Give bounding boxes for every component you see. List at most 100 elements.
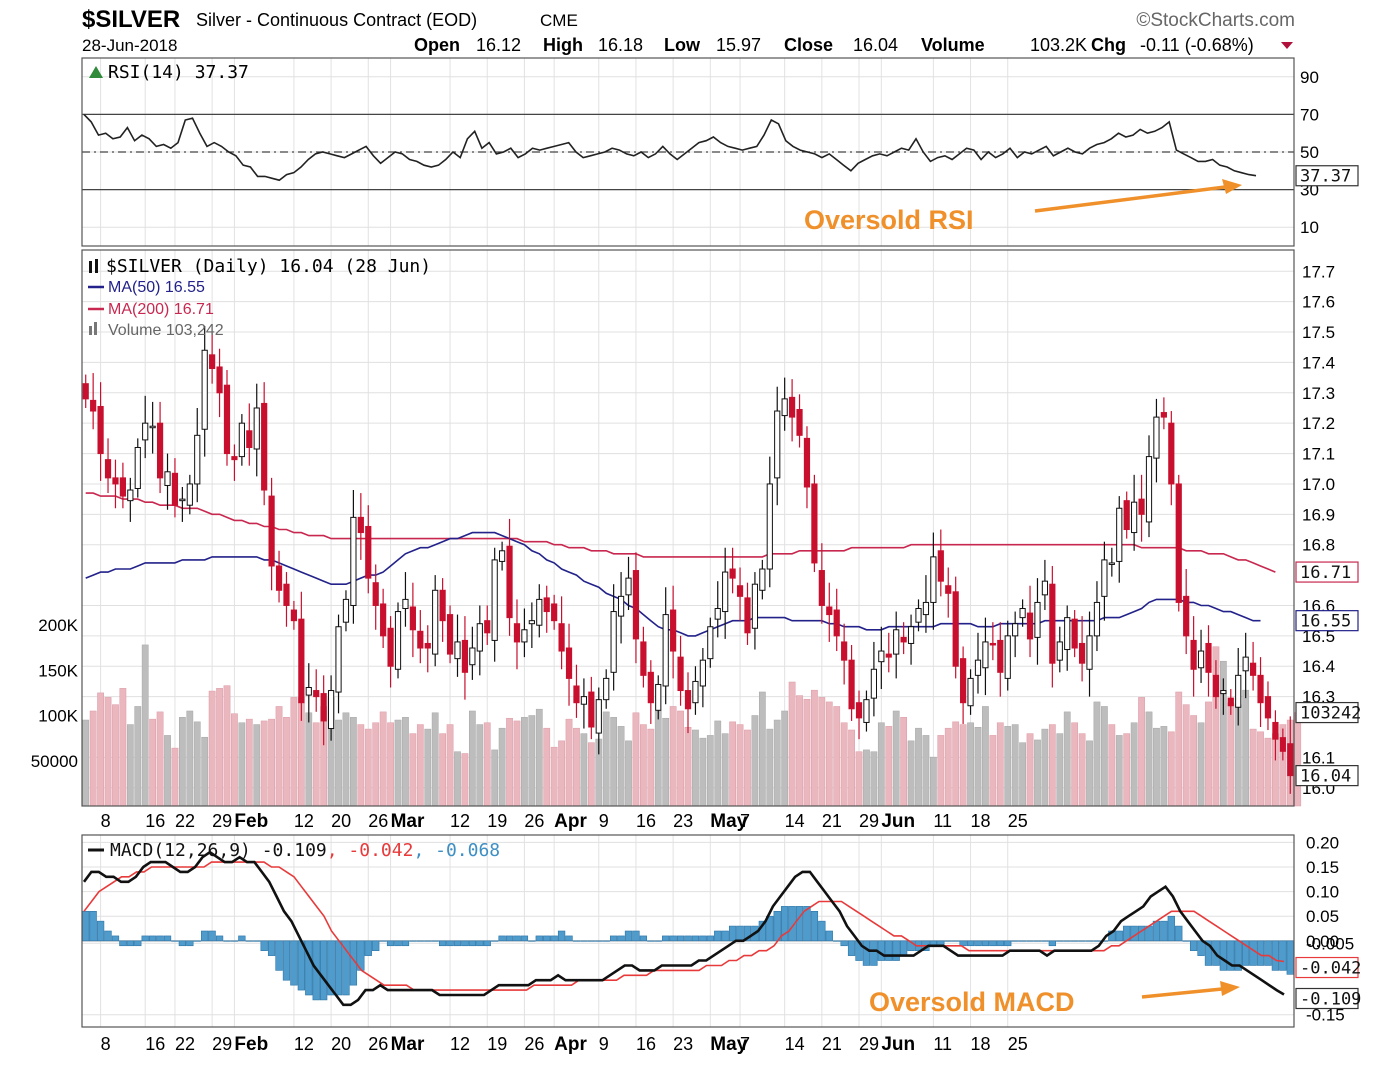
macd-histogram-bar [453, 940, 462, 947]
volume-bar [788, 681, 796, 807]
candle-body [900, 636, 907, 643]
macd-histogram-bar [996, 940, 1004, 947]
candle-body [1227, 697, 1234, 707]
candle-body [1071, 618, 1078, 649]
candle-body [588, 691, 595, 728]
macd-histogram-bar [766, 915, 774, 942]
volume-bar [97, 692, 104, 807]
high-label: High [543, 35, 583, 55]
macd-histogram-bar [476, 940, 484, 947]
price-tick-label: 16.1 [1302, 748, 1335, 767]
macd-tick-label: 0.15 [1306, 858, 1339, 877]
volume-bar [543, 727, 551, 807]
candle-body [432, 589, 439, 655]
volume-bar [1145, 711, 1153, 807]
macd-histogram-bar [483, 940, 491, 947]
volume-bar [840, 722, 848, 807]
macd-legend: MACD(12,26,9) -0.109, -0.042, -0.068 [110, 840, 500, 861]
macd-histogram-bar [1056, 940, 1064, 942]
candle-body [982, 641, 989, 669]
macd-histogram-bar [892, 940, 900, 961]
macd-histogram-bar [989, 940, 997, 947]
price-tick-label: 17.7 [1302, 262, 1335, 281]
volume-bar [454, 751, 461, 807]
candle-body [238, 422, 245, 458]
volume-bar [580, 733, 588, 807]
volume-bar [379, 711, 387, 807]
macd-histogram-bar [260, 940, 268, 951]
macd-legend-part: , -0.068 [413, 840, 500, 861]
close-value: 16.04 [853, 35, 898, 55]
candle-body [1212, 674, 1220, 698]
macd-histogram-bar [386, 940, 395, 947]
volume-bar [1026, 733, 1034, 807]
macd-histogram-bar [163, 935, 172, 942]
macd-histogram-bar [609, 935, 618, 942]
macd-frame [81, 834, 1295, 1028]
volume-bar [312, 722, 320, 807]
candle-body [1116, 507, 1123, 562]
candle-body [870, 668, 877, 699]
macd-histogram-bar [1078, 940, 1086, 942]
volume-bar [1227, 702, 1235, 807]
volume-bar [245, 718, 253, 807]
volume-bar [119, 688, 127, 807]
macd-histogram-bar [1137, 925, 1146, 942]
candle-body [223, 384, 231, 455]
volume-bar [1004, 726, 1012, 807]
candle-body [446, 614, 454, 655]
x-tick-label: 25 [1008, 811, 1028, 831]
macd-histogram-bar [1167, 915, 1175, 942]
volume-bar [1153, 727, 1160, 807]
quote-date: 28-Jun-2018 [82, 36, 177, 55]
macd-histogram-bar [565, 935, 573, 942]
candle-body [1153, 416, 1160, 459]
volume-bar [268, 718, 275, 807]
macd-histogram-bar [580, 940, 588, 942]
candle-body [1205, 642, 1212, 673]
candle-body [1034, 601, 1041, 638]
x-tick-label: 20 [331, 811, 351, 831]
volume-bar [193, 721, 201, 807]
volume-bar [394, 719, 402, 807]
macd-histogram-bar [1160, 920, 1168, 942]
volume-bar [781, 710, 789, 807]
volume-bar [305, 712, 313, 807]
macd-tick-label: -0.005 [1306, 934, 1354, 953]
x-tick-label: 12 [294, 1034, 314, 1054]
candle-body [171, 472, 179, 506]
macd-histogram-bar [431, 940, 439, 942]
ma50-legend: MA(50) 16.55 [108, 279, 205, 296]
volume-bar [699, 737, 707, 807]
volume-current-value: 103242 [1300, 704, 1361, 724]
volume-bar [431, 712, 439, 807]
macd-histogram-bar [438, 940, 447, 947]
macd-arrow-icon [1141, 987, 1223, 999]
volume-bar [1138, 697, 1145, 807]
signal-current-value: -0.042 [1300, 959, 1361, 979]
candle-body [82, 383, 89, 400]
volume-bar [565, 718, 573, 807]
chg-label: Chg [1091, 35, 1126, 55]
candle-body [1272, 721, 1279, 740]
macd-histogram-bar [781, 906, 789, 942]
volume-bar [885, 726, 893, 807]
macd-histogram-bar [409, 940, 417, 942]
symbol: $SILVER [82, 6, 180, 33]
volume-bar [967, 722, 974, 807]
signal-line [83, 861, 1285, 991]
macd-histogram-bar [461, 940, 469, 947]
volume-tick-label: 200K [38, 616, 78, 635]
candle-body [945, 585, 952, 594]
macd-histogram-bar [282, 940, 291, 981]
volume-bar [1167, 731, 1175, 807]
volume-bar [848, 729, 855, 807]
volume-bar [1078, 733, 1086, 807]
candle-body [350, 516, 357, 606]
candle-body [692, 680, 699, 704]
x-tick-label: 26 [524, 1034, 544, 1054]
x-tick-label: 14 [785, 811, 805, 831]
macd-histogram-bar [446, 940, 454, 947]
price-tick-label: 16.3 [1302, 688, 1335, 707]
volume-bar [461, 753, 469, 807]
